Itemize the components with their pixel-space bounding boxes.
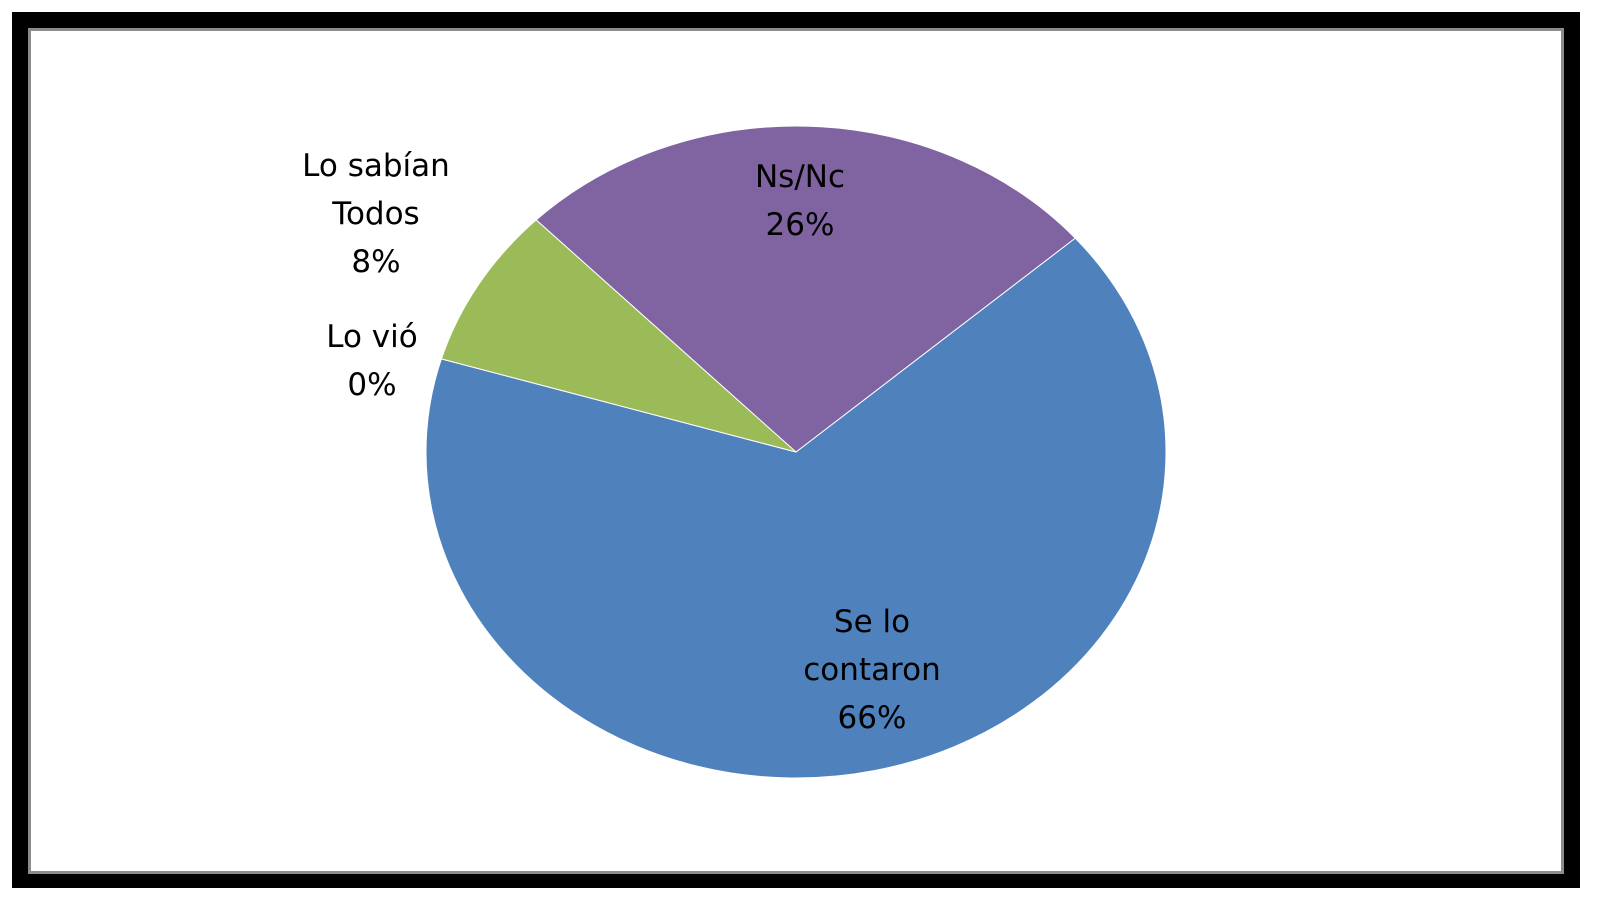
category-label: Se lo contaron: [803, 604, 941, 688]
data-label: Se lo contaron 66%: [777, 598, 967, 742]
data-label: Lo sabían Todos 8%: [281, 142, 471, 286]
pie-slice: [440, 219, 797, 453]
data-label: Ns/Nc 26%: [700, 153, 900, 249]
value-label: 8%: [351, 244, 401, 280]
category-label: Lo sabían Todos: [302, 148, 450, 232]
category-label: Lo vió: [326, 319, 418, 355]
value-label: 0%: [347, 367, 397, 403]
value-label: 26%: [765, 207, 835, 243]
data-label: Lo vió 0%: [272, 313, 472, 409]
value-label: 66%: [837, 700, 907, 736]
pie-slice: [535, 125, 1076, 453]
pie-slice: [425, 237, 1167, 779]
category-label: Ns/Nc: [754, 159, 846, 195]
